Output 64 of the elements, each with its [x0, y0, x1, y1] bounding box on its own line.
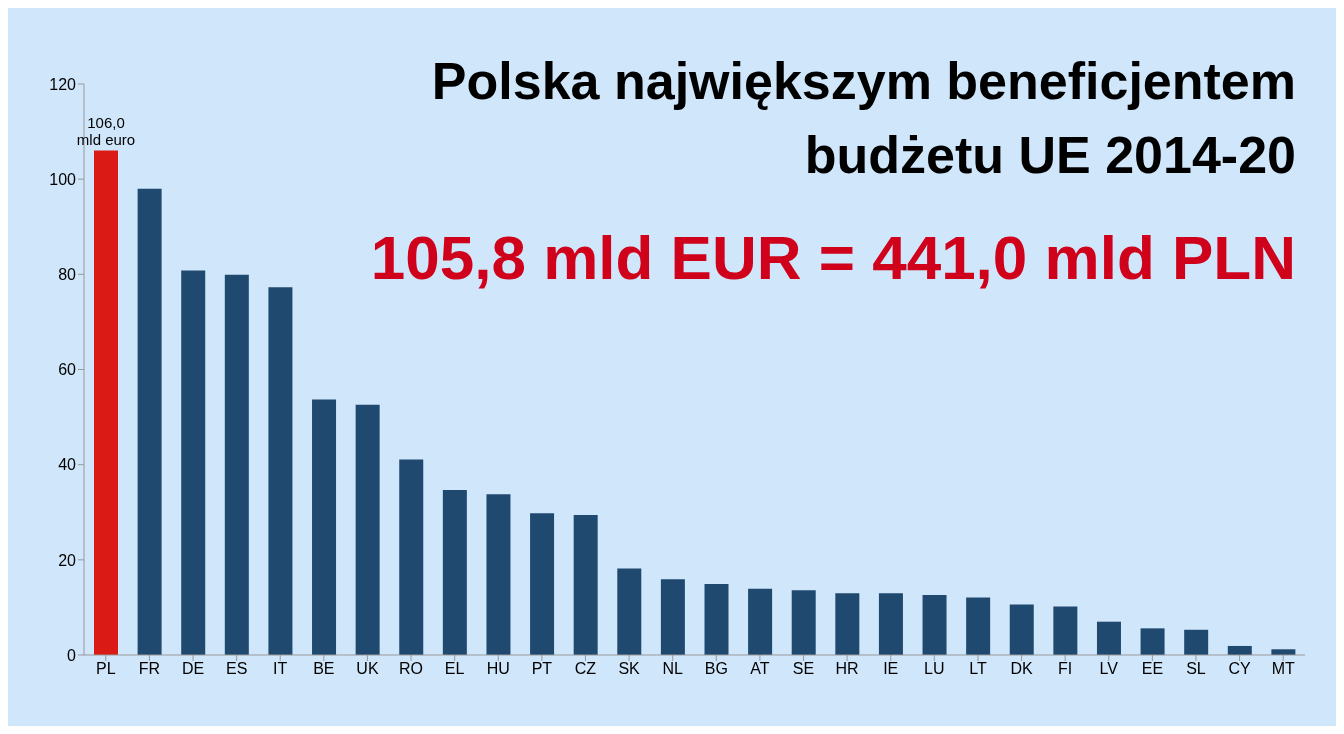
bar: [1184, 629, 1209, 655]
x-tick-label: LU: [924, 660, 945, 678]
y-tick-label: 40: [58, 456, 77, 474]
bar: [878, 593, 903, 655]
x-tick-label: BG: [704, 660, 728, 678]
x-tick-label: HU: [486, 660, 510, 678]
x-tick-label: PT: [531, 660, 553, 678]
x-tick-label: PL: [96, 660, 116, 678]
x-tick-label: HR: [835, 660, 859, 678]
y-tick-label: 20: [58, 551, 77, 569]
bar: [617, 568, 642, 655]
x-tick-label: IT: [273, 660, 288, 678]
bar: [922, 595, 947, 655]
x-tick-label: DE: [181, 660, 205, 678]
bar: [355, 404, 380, 655]
x-tick-label: FR: [138, 660, 161, 678]
bar: [530, 513, 555, 655]
bar: [1140, 628, 1165, 655]
x-tick-label: NL: [662, 660, 684, 678]
x-tick-label: UK: [356, 660, 379, 678]
bar: [660, 579, 685, 655]
x-tick-label: SE: [792, 660, 815, 678]
bar: [835, 593, 860, 655]
x-tick-label: SK: [618, 660, 641, 678]
bar: [966, 597, 991, 655]
x-tick-label: EE: [1141, 660, 1164, 678]
bar: [1053, 606, 1078, 655]
y-tick-label: 80: [58, 266, 77, 284]
x-tick-label: CZ: [574, 660, 597, 678]
x-tick-label: IE: [883, 660, 899, 678]
x-tick-label: FI: [1058, 660, 1073, 678]
x-tick-label: LV: [1099, 660, 1119, 678]
bar: [224, 274, 249, 655]
bar: [181, 270, 206, 655]
x-tick-label: RO: [399, 660, 424, 678]
bar: [791, 590, 816, 655]
x-tick-label: BE: [313, 660, 335, 678]
data-label: 106,0 mld euro: [76, 113, 136, 148]
bar: [399, 459, 424, 655]
bar: [1009, 604, 1034, 655]
x-tick-label: ES: [225, 660, 248, 678]
bar: [1096, 621, 1121, 655]
y-tick-label: 120: [49, 75, 77, 93]
bar: [748, 588, 773, 655]
x-tick-label: MT: [1271, 660, 1295, 678]
bar: [137, 188, 162, 655]
chart-title: Polska największym beneficjentem budżetu UE 2014-20: [430, 51, 1296, 186]
x-tick-label: DK: [1010, 660, 1033, 678]
x-tick-label: SL: [1186, 660, 1206, 678]
y-tick-label: 100: [49, 170, 77, 188]
bar: [312, 399, 337, 655]
bar: [268, 287, 293, 655]
bar: [573, 515, 598, 655]
text: 105,8 mld EUR = 441,0 mld PLN: [369, 222, 1296, 294]
bar: [486, 494, 511, 655]
bar: [94, 150, 118, 655]
x-tick-label: CY: [1228, 660, 1252, 678]
x-tick-label: AT: [750, 660, 770, 678]
y-tick-label: 60: [58, 361, 77, 379]
bar: [442, 489, 467, 655]
x-tick-label: EL: [444, 660, 465, 678]
x-tick-label: LT: [969, 660, 987, 678]
bar: [704, 584, 729, 655]
y-tick-label: 0: [67, 646, 77, 664]
